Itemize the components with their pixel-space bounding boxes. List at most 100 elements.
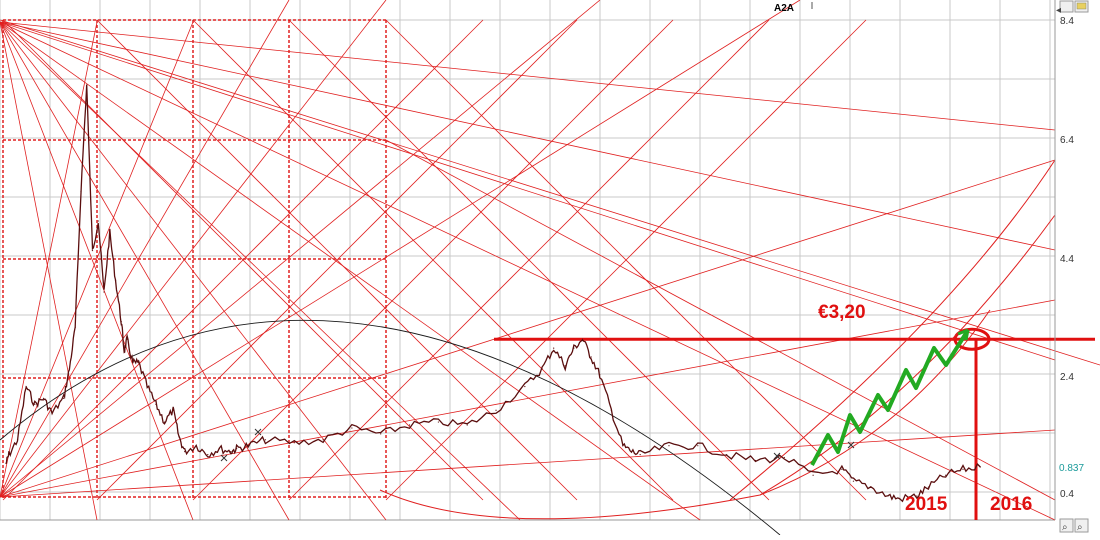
price-point [916, 495, 918, 497]
price-point [726, 453, 728, 456]
price-point [962, 468, 964, 470]
price-point [80, 190, 82, 193]
price-point [852, 480, 855, 482]
price-point [898, 498, 901, 500]
y-tick-label: 0.4 [1060, 489, 1074, 500]
gann-fan-line [385, 139, 1056, 501]
gann-fan-line [0, 21, 1056, 521]
cross-mark [847, 441, 855, 449]
gann-fan-line [2, 19, 484, 501]
chart-toolbar: A2A ⌕ ⌕ ◂ [774, 0, 1089, 533]
projection-zigzag [810, 328, 970, 466]
gann-fan-line [0, 21, 1056, 361]
price-point [184, 451, 186, 453]
scroll-up-icon: ◂ [1056, 5, 1061, 16]
y-tick-label: 4.4 [1060, 254, 1074, 265]
price-point [841, 468, 843, 470]
price-point [34, 403, 36, 405]
minimize-button[interactable] [1059, 0, 1074, 13]
price-point [97, 220, 99, 222]
y-tick-label: 6.4 [1060, 135, 1074, 146]
gann-fan-line [0, 21, 290, 521]
gann-fan-line [0, 299, 1056, 498]
cross-mark [773, 452, 781, 460]
price-point [68, 368, 71, 370]
price-point [408, 424, 411, 426]
price-point [639, 453, 641, 456]
year-label-2015: 2015 [905, 494, 948, 515]
price-point [573, 347, 575, 349]
price-point [16, 439, 19, 441]
price-point [132, 362, 134, 364]
price-point [581, 338, 584, 340]
price-point [120, 320, 122, 323]
current-value-badge [1056, 459, 1090, 473]
price-point [887, 495, 889, 497]
annotations: €3,20 2015 2016 [818, 302, 1032, 515]
price-point [979, 466, 981, 468]
gann-box-lines [2, 19, 387, 500]
gann-fan-line [96, 19, 578, 501]
price-point [466, 424, 468, 426]
price-point [5, 462, 7, 465]
price-point [25, 385, 27, 388]
price-point [668, 445, 670, 447]
price-point [86, 84, 88, 86]
price-point [380, 433, 382, 435]
price-point [126, 338, 128, 340]
price-point [599, 374, 601, 376]
gann-fan-line [0, 21, 701, 521]
price-point [630, 451, 633, 453]
gann-fan-line [0, 21, 1056, 131]
gann-fan-line [192, 19, 674, 501]
cross-mark [254, 428, 262, 436]
y-tick-label: 8.4 [1060, 16, 1074, 27]
gann-fan-line [0, 159, 1056, 498]
target-circle [953, 327, 991, 351]
price-point [495, 409, 497, 411]
price-point [8, 453, 10, 456]
price-point [163, 421, 166, 423]
price-point [137, 362, 140, 364]
projection-path [810, 328, 970, 466]
price-point [610, 409, 612, 411]
price-point [590, 356, 592, 358]
chart-title: A2A [774, 3, 794, 14]
price-point [236, 448, 238, 450]
price-point [564, 365, 566, 367]
price-point [524, 385, 526, 388]
price-point [109, 232, 111, 234]
cross-marks [220, 428, 855, 462]
price-line [5, 84, 981, 503]
price-point [247, 445, 249, 447]
gann-fan-line [0, 21, 98, 498]
pin-icon [1076, 2, 1087, 10]
y-axis: 0.4 2.4 4.4 6.4 8.4 0.837 [1054, 0, 1090, 520]
price-point [264, 439, 267, 441]
price-series [5, 84, 981, 503]
price-point [945, 474, 947, 476]
target-price-label: €3,20 [818, 302, 866, 323]
gann-fan-line [0, 21, 98, 521]
price-point [91, 249, 94, 252]
price-point [351, 427, 353, 429]
price-point [123, 350, 125, 352]
price-point [927, 486, 930, 488]
price-point [207, 453, 209, 456]
price-point [230, 451, 232, 453]
price-point [553, 347, 555, 349]
year-label-2016: 2016 [990, 494, 1032, 515]
zoom-in-button[interactable] [1074, 518, 1089, 533]
price-point [146, 385, 148, 388]
gann-fan-line [0, 0, 801, 498]
price-point [541, 368, 543, 370]
gann-fan-line [0, 19, 1100, 366]
gann-fan-line [288, 19, 770, 501]
red-arc-upper [729, 159, 1056, 501]
zoom-in-icon: ⌕ [1077, 522, 1083, 533]
zoom-out-button[interactable] [1059, 518, 1074, 533]
price-point [293, 442, 295, 444]
gann-fan-line [0, 0, 387, 498]
